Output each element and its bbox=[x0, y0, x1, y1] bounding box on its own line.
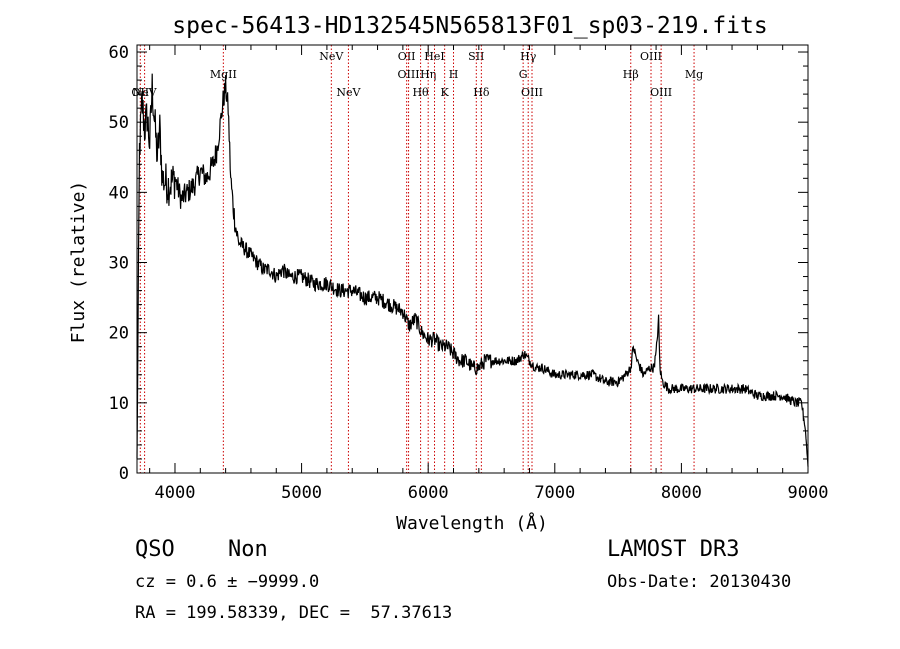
y-axis-label: Flux (relative) bbox=[68, 181, 89, 344]
chart-title: spec-56413-HD132545N565813F01_sp03-219.f… bbox=[172, 13, 767, 39]
x-tick-label-5: 9000 bbox=[788, 483, 829, 503]
redshift-readout: cz = 0.6 ± −9999.0 bbox=[135, 572, 320, 592]
line-label-2: MgII bbox=[210, 68, 237, 81]
line-label-7: Hθ bbox=[412, 86, 429, 99]
axis-ticks: 4000 5000 6000 7000 8000 9000 0 10 20 30 40 50 60 bbox=[109, 43, 829, 503]
x-tick-label-4: 8000 bbox=[661, 483, 702, 503]
line-label-17: Hβ bbox=[623, 68, 639, 81]
y-tick-label-5: 50 bbox=[109, 113, 129, 133]
line-label-10: K bbox=[441, 86, 450, 99]
object-class: QSO bbox=[135, 537, 175, 562]
line-label-20: Mg bbox=[685, 68, 703, 81]
x-tick-label-2: 6000 bbox=[408, 483, 449, 503]
line-label-1: NeV bbox=[133, 86, 158, 99]
line-label-4: NeV bbox=[336, 86, 361, 99]
line-label-11: H bbox=[449, 68, 459, 81]
line-label-12: SII bbox=[468, 50, 484, 63]
line-label-3: NeV bbox=[319, 50, 344, 63]
survey-name: LAMOST DR3 bbox=[607, 537, 740, 562]
line-label-19: OIII bbox=[650, 86, 672, 99]
y-tick-label-4: 40 bbox=[109, 183, 129, 203]
line-label-9: HeI bbox=[424, 50, 444, 63]
y-tick-label-1: 10 bbox=[109, 394, 129, 414]
y-tick-label-6: 60 bbox=[109, 43, 129, 63]
y-tick-label-3: 30 bbox=[109, 254, 129, 274]
x-tick-label-3: 7000 bbox=[534, 483, 575, 503]
spectrum-line bbox=[136, 73, 809, 467]
coordinates-readout: RA = 199.58339, DEC = 57.37613 bbox=[135, 603, 453, 623]
line-label-6: OIII bbox=[398, 68, 420, 81]
object-subclass: Non bbox=[228, 537, 268, 562]
x-axis-label: Wavelength (Å) bbox=[396, 512, 548, 534]
observation-date: Obs-Date: 20130430 bbox=[607, 572, 792, 592]
y-tick-label-2: 20 bbox=[109, 324, 129, 344]
line-label-18: OIII bbox=[640, 50, 662, 63]
emission-line-markers: OIINeVMgIINeVNeVOIIOIIIHθHηHeIKHSIIHδGHγ… bbox=[131, 45, 703, 473]
line-label-16: OIII bbox=[521, 86, 543, 99]
line-label-0: OII bbox=[131, 86, 149, 99]
line-label-14: G bbox=[519, 68, 528, 81]
line-label-5: OII bbox=[398, 50, 416, 63]
line-label-15: Hγ bbox=[520, 50, 537, 63]
plot-frame bbox=[136, 44, 809, 474]
line-label-8: Hη bbox=[420, 68, 436, 81]
x-tick-label-1: 5000 bbox=[281, 483, 322, 503]
line-label-13: Hδ bbox=[473, 86, 490, 99]
y-tick-label-0: 0 bbox=[119, 464, 129, 484]
x-tick-label-0: 4000 bbox=[155, 483, 196, 503]
